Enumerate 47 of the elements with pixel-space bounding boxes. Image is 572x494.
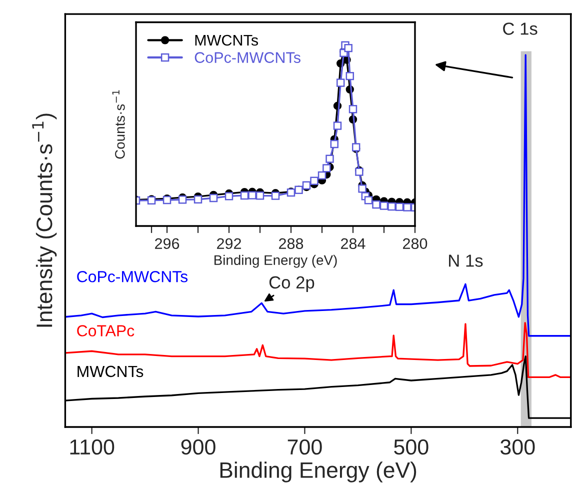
legend-label: MWCNTs [195, 34, 258, 46]
x-axis-title: Binding Energy (eV) [214, 254, 337, 268]
point [372, 200, 380, 209]
point [336, 78, 345, 87]
point [364, 196, 373, 204]
x-tick-label: 288 [279, 238, 304, 250]
point [330, 140, 338, 148]
y-axis-title: Counts·s$^{−1}$ [112, 90, 125, 159]
point [318, 171, 326, 180]
point [271, 192, 280, 200]
x-tick-label: 292 [217, 238, 241, 250]
annotation: C 1s [503, 22, 538, 35]
point [224, 192, 234, 200]
point [380, 202, 388, 210]
point [326, 154, 334, 163]
point [256, 192, 264, 200]
point [178, 196, 187, 204]
point [209, 194, 218, 202]
x-tick-label: 1100 [70, 439, 114, 455]
point [388, 202, 396, 211]
x-tick-label: 300 [500, 439, 535, 455]
x-tick-label: 700 [288, 439, 322, 455]
point [344, 44, 352, 52]
point [358, 184, 366, 193]
x-axis-title: Binding Energy (eV) [220, 462, 416, 482]
x-tick-label: 284 [341, 238, 366, 250]
point [240, 191, 249, 200]
point [322, 164, 331, 172]
y-axis-title: Intensity (Counts·s$^{−1}$) [32, 114, 57, 327]
point [194, 195, 202, 204]
x-tick-label: 900 [181, 439, 216, 455]
point [310, 176, 318, 185]
text: CoPc-MWCNTs [77, 270, 188, 282]
point [403, 203, 412, 212]
x-tick-label: 280 [403, 238, 428, 250]
x-tick-label: 500 [394, 439, 428, 455]
point [346, 72, 354, 80]
point [248, 191, 256, 200]
series-label: CoTAPc [77, 325, 134, 336]
x-tick-label: 296 [155, 238, 180, 250]
point [333, 122, 342, 130]
point [395, 202, 404, 211]
series-label: MWCNTs [78, 366, 144, 378]
annotation: Co 2p [269, 276, 314, 292]
annotation: N 1s [449, 254, 483, 267]
point [348, 105, 358, 114]
legend-label: CoPc-MWCNTs [194, 52, 300, 63]
